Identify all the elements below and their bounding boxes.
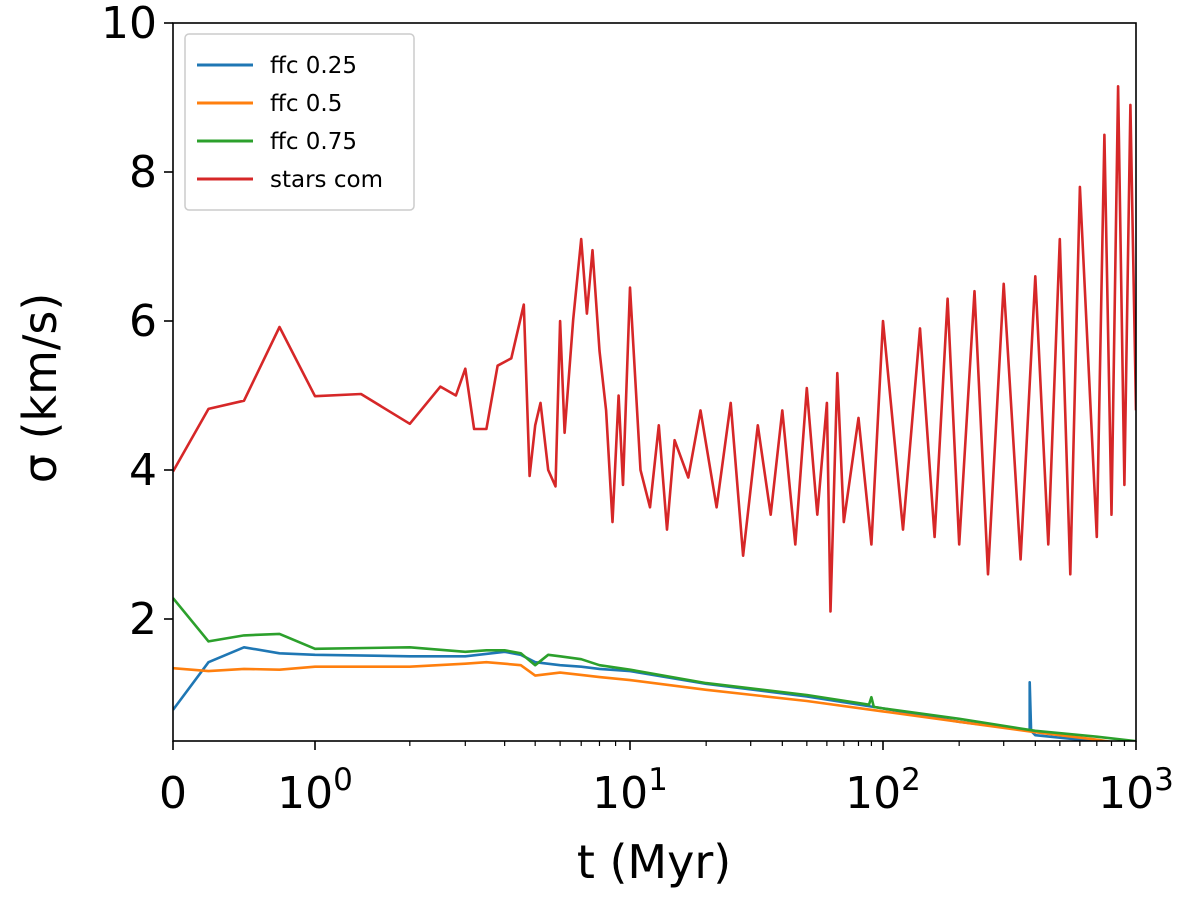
legend-label-4: stars com: [270, 167, 383, 193]
x-tick-label: 0: [159, 768, 187, 819]
y-axis-label: σ (km/s): [13, 293, 67, 484]
legend-label-1: ffc 0.25: [270, 53, 357, 79]
x-axis-label: t (Myr): [577, 835, 731, 889]
x-tick-label: 102: [845, 762, 921, 819]
y-tick-label: 6: [129, 296, 157, 347]
series-line-4: [173, 85, 1136, 613]
series-line-1: [173, 645, 1105, 741]
legend-box: [184, 33, 415, 211]
x-tick-label: 100: [277, 762, 353, 819]
y-tick-label: 10: [101, 0, 157, 49]
x-tick-label: 103: [1098, 762, 1174, 819]
legend-label-2: ffc 0.5: [270, 91, 342, 117]
x-tick-label: 101: [592, 762, 668, 819]
series-line-2: [173, 660, 1115, 741]
y-tick-label: 4: [129, 445, 157, 496]
y-tick-label: 2: [129, 594, 157, 645]
series-line-3: [173, 597, 1136, 741]
legend: ffc 0.25 ffc 0.5 ffc 0.75 stars com: [184, 33, 415, 211]
plot-frame: [172, 22, 1137, 742]
legend-label-3: ffc 0.75: [270, 129, 357, 155]
series-layer: [173, 85, 1136, 741]
y-tick-label: 8: [129, 147, 157, 198]
